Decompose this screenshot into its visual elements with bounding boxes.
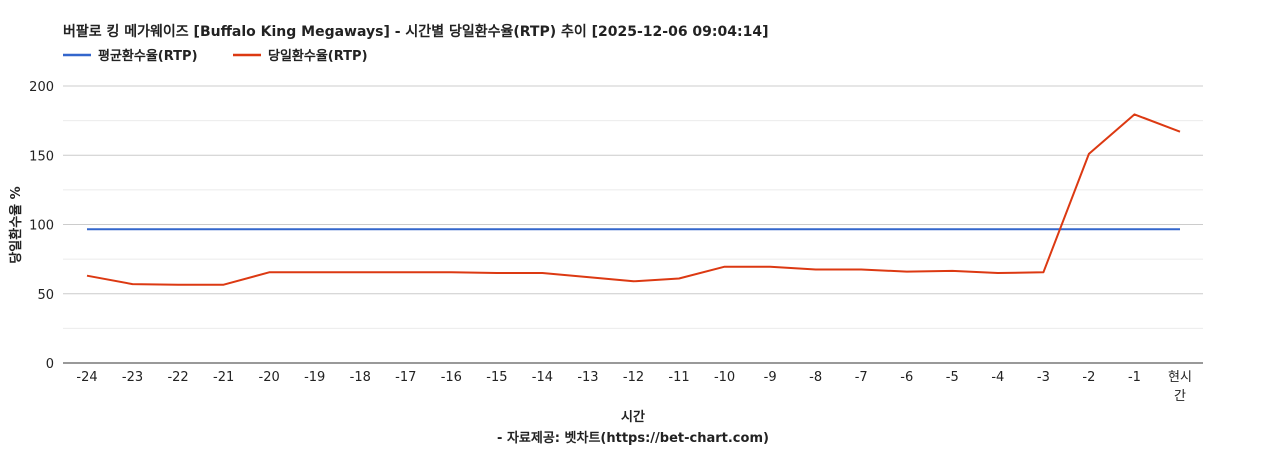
- x-tick-label: -1: [1128, 370, 1141, 385]
- y-tick-label: 150: [29, 149, 54, 164]
- y-tick-label: 50: [37, 288, 54, 303]
- x-tick-label: 현시 간: [1168, 370, 1192, 404]
- y-tick-label: 0: [46, 357, 54, 372]
- x-tick-label: -22: [167, 370, 188, 385]
- x-tick-label: -14: [532, 370, 553, 385]
- x-tick-label: -17: [395, 370, 416, 385]
- x-tick-label: -13: [577, 370, 598, 385]
- x-axis-title: 시간: [621, 409, 645, 425]
- series-line-daily-rtp[interactable]: [86, 113, 1181, 286]
- x-tick-label: -18: [350, 370, 371, 385]
- x-tick-label: -7: [855, 370, 868, 385]
- gridlines: [63, 85, 1203, 364]
- source-credit: - 자료제공: 벳차트(https://bet-chart.com): [497, 430, 769, 446]
- x-axis-ticks: -24 -23 -22 -21 -20 -19 -18 -17 -16 -15 -14 -13 -12 -…: [76, 370, 1192, 404]
- series-lines: [86, 113, 1181, 286]
- x-tick-label: -15: [486, 370, 507, 385]
- y-axis-title: 당일환수율 %: [8, 186, 24, 263]
- x-tick-label: -21: [213, 370, 234, 385]
- x-tick-label: -16: [441, 370, 462, 385]
- x-tick-label: -6: [900, 370, 913, 385]
- chart-title: 버팔로 킹 메가웨이즈 [Buffalo King Megaways] - 시간…: [63, 23, 768, 40]
- legend: 평균환수율(RTP) 당일환수율(RTP): [63, 48, 368, 64]
- x-tick-label: -8: [809, 370, 822, 385]
- x-tick-label: -9: [764, 370, 777, 385]
- legend-label-average[interactable]: 평균환수율(RTP): [98, 48, 198, 64]
- y-tick-label: 100: [29, 219, 54, 234]
- x-tick-label: -12: [623, 370, 644, 385]
- x-tick-label: -19: [304, 370, 325, 385]
- x-tick-label: -4: [991, 370, 1004, 385]
- x-tick-label: -3: [1037, 370, 1050, 385]
- y-tick-label: 200: [29, 80, 54, 95]
- x-tick-label: -5: [946, 370, 959, 385]
- x-tick-label: -10: [714, 370, 735, 385]
- x-tick-label: -20: [259, 370, 280, 385]
- x-tick-label: -2: [1082, 370, 1095, 385]
- x-tick-label: -24: [76, 370, 97, 385]
- x-tick-label: -23: [122, 370, 143, 385]
- legend-label-daily[interactable]: 당일환수율(RTP): [268, 48, 368, 64]
- y-axis-ticks: 0 50 100 150 200: [29, 80, 54, 372]
- x-tick-label: -11: [668, 370, 689, 385]
